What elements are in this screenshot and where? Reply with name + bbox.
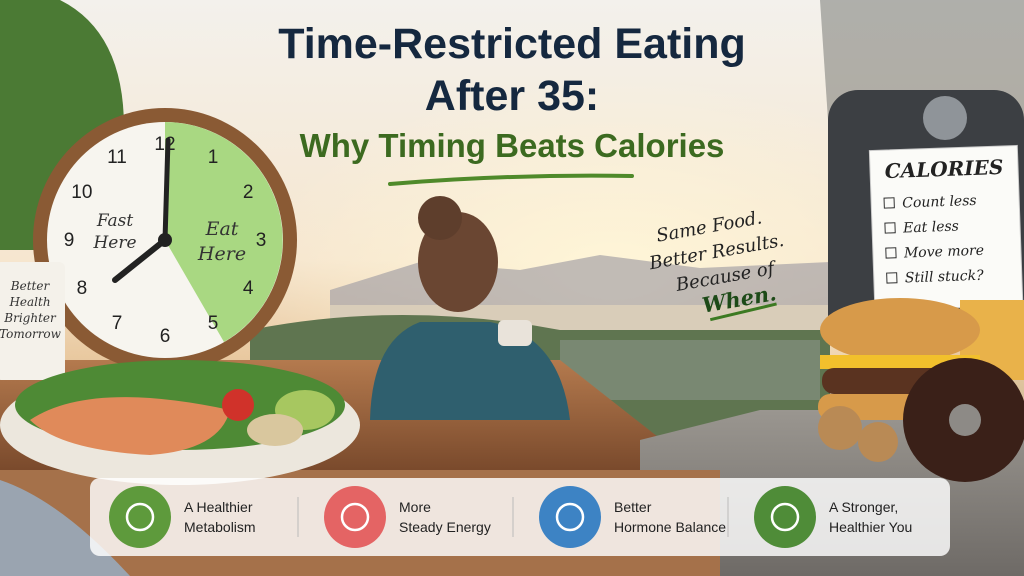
cookie [858,422,898,462]
hour-hand [112,237,168,283]
scale-dial [923,96,967,140]
benefit-icon [324,486,386,548]
card-item: Eat less [902,219,959,237]
clock-number: 5 [208,313,219,334]
checkbox [886,272,898,284]
title: Time-Restricted Eating [278,20,746,68]
clock-number: 7 [112,313,123,334]
card-item: Move more [903,243,985,262]
card-title: CALORIES [884,155,1003,183]
eat-label: Eat [205,218,239,240]
mug-text: Health [8,295,50,309]
benefit-text: Better [614,499,652,515]
donut-hole [949,404,981,436]
benefit-text: Steady Energy [399,519,491,535]
clock-number: 9 [64,230,75,251]
checkbox [885,247,897,259]
tomato [222,389,254,421]
benefit-icon-glyph [770,502,800,532]
underline [388,173,634,186]
clock-number: 4 [243,278,254,299]
coffee-cup [498,320,532,346]
eat-label: Here [197,243,246,265]
card-item: Still stuck? [905,268,985,287]
burger-bun [820,298,980,362]
mug-text: Tomorrow [0,327,62,341]
benefit-icon-glyph [555,502,585,532]
clock-number: 12 [154,134,175,155]
hair-bun [418,196,462,240]
fast-label: Fast [96,211,134,231]
salmon [30,397,230,455]
mug-text: Better [10,279,51,293]
clock-number: 6 [160,326,171,347]
clock-number: 3 [256,230,267,251]
benefit-icon-glyph [340,502,370,532]
note-underline [709,302,777,322]
checkbox [883,197,895,209]
benefit-icon [539,486,601,548]
benefit-text: Hormone Balance [614,519,726,535]
clock-number: 1 [208,147,219,168]
benefit-text: Metabolism [184,519,256,535]
fast-label: Here [92,233,136,253]
clock-center [158,233,172,247]
cookie [818,406,862,450]
subtitle: Why Timing Beats Calories [300,127,725,164]
checkbox [884,222,896,234]
mug-text: Brighter [3,311,57,325]
eating-window [165,122,283,342]
benefit-icon-glyph [125,502,155,532]
clock-number: 10 [71,182,92,203]
benefit-icon [754,486,816,548]
city [560,340,820,400]
mug [0,262,65,380]
quinoa [247,414,303,446]
card-item: Count less [902,193,977,212]
benefit-text: A Stronger, [829,499,898,515]
clock-number: 11 [107,147,127,168]
minute-hand [162,137,171,243]
benefit-strip [90,478,950,556]
benefit-icon [109,486,171,548]
title: After 35: [425,72,599,120]
benefit-text: More [399,499,431,515]
benefit-text: Healthier You [829,519,912,535]
woman-body [370,322,570,420]
clock-number: 8 [77,278,88,299]
benefit-text: A Healthier [184,499,253,515]
clock-number: 2 [243,182,254,203]
